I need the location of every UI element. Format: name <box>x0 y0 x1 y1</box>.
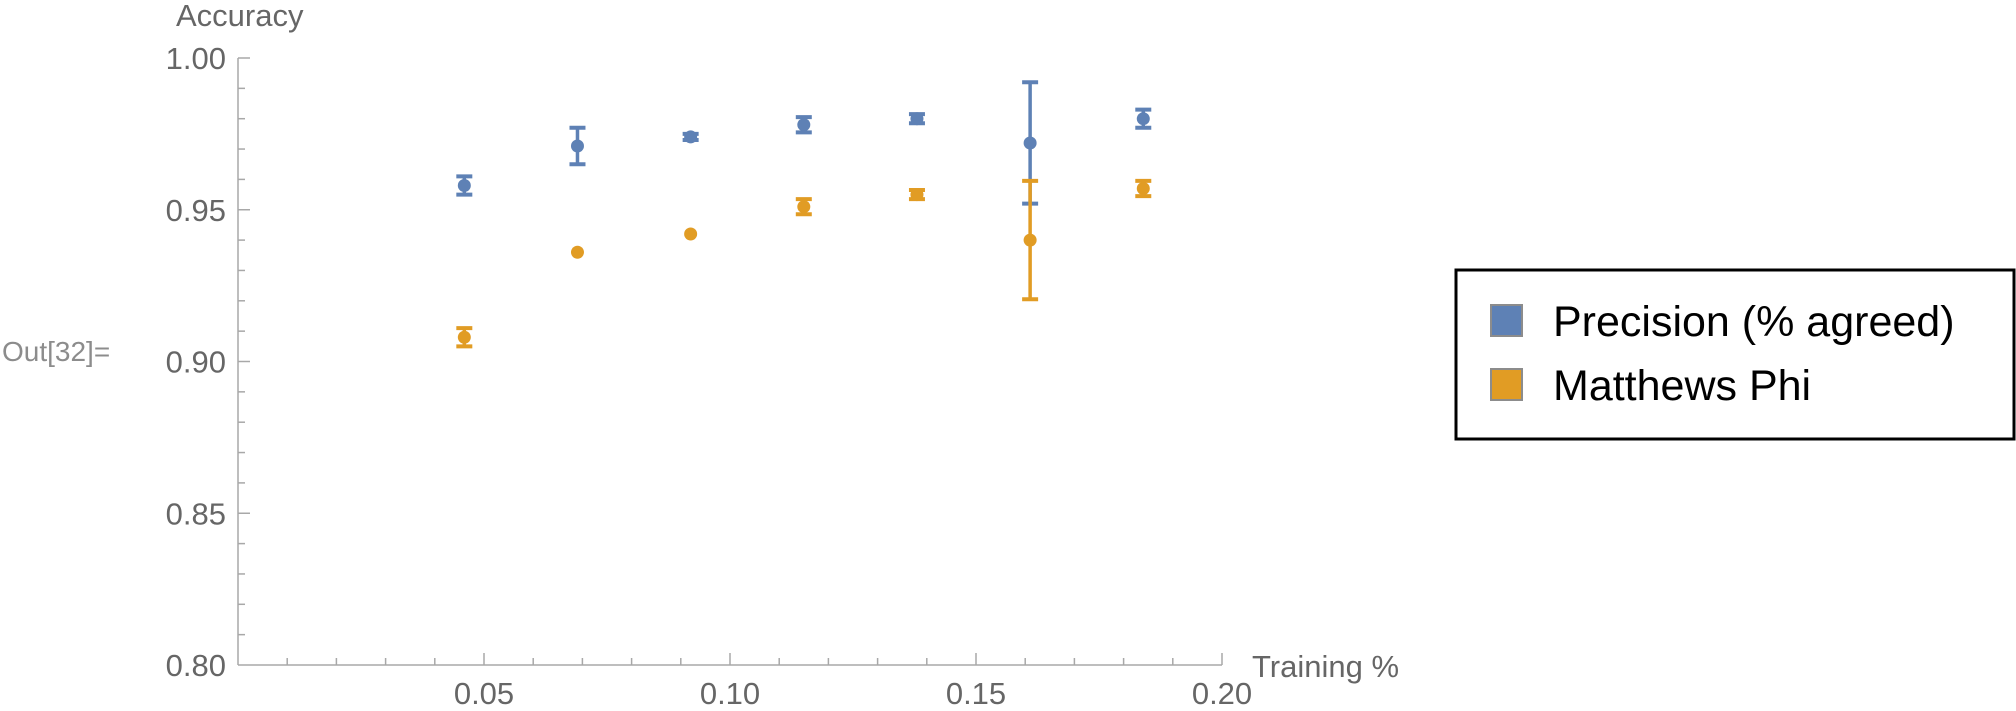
y-tick-label: 0.80 <box>166 648 226 683</box>
y-tick-label: 0.90 <box>166 345 226 380</box>
x-tick-label: 0.20 <box>1192 676 1252 711</box>
x-tick-label: 0.05 <box>454 676 514 711</box>
axis-ticks: 0.05 0.10 0.15 0.20 0.80 0.85 0.90 0.95 1.00 <box>166 41 1253 711</box>
legend-swatch-matthews-phi <box>1490 368 1523 401</box>
legend-swatch-precision <box>1490 304 1523 337</box>
legend-label-precision: Precision (% agreed) <box>1553 298 1955 346</box>
cell-output-label: Out[32]= <box>2 336 110 367</box>
data-point <box>570 139 584 153</box>
data-point <box>910 188 924 202</box>
series-1 <box>456 178 1152 349</box>
legend-frame <box>1454 268 2016 441</box>
legend: Precision (% agreed) Matthews Phi <box>1454 268 2016 441</box>
x-tick-label: 0.15 <box>946 676 1006 711</box>
y-tick-label: 0.85 <box>166 496 226 531</box>
x-tick-label: 0.10 <box>700 676 760 711</box>
data-point <box>1023 233 1037 247</box>
legend-label-matthews-phi: Matthews Phi <box>1553 362 1811 410</box>
data-point <box>684 227 698 241</box>
data-point <box>910 112 924 126</box>
data-point <box>684 130 698 144</box>
data-point <box>570 245 584 259</box>
data-point <box>457 178 471 192</box>
y-tick-label: 1.00 <box>166 41 226 76</box>
x-axis-title: Training % <box>1252 649 1399 684</box>
y-axis-title: Accuracy <box>176 0 304 33</box>
data-point <box>1023 136 1037 150</box>
data-series <box>456 80 1152 349</box>
y-tick-label: 0.95 <box>166 193 226 228</box>
axes <box>237 58 1222 666</box>
data-point <box>797 200 811 214</box>
data-point <box>1136 182 1150 196</box>
data-point <box>1136 112 1150 126</box>
data-point <box>457 330 471 344</box>
series-0 <box>456 80 1152 206</box>
data-point <box>797 118 811 132</box>
